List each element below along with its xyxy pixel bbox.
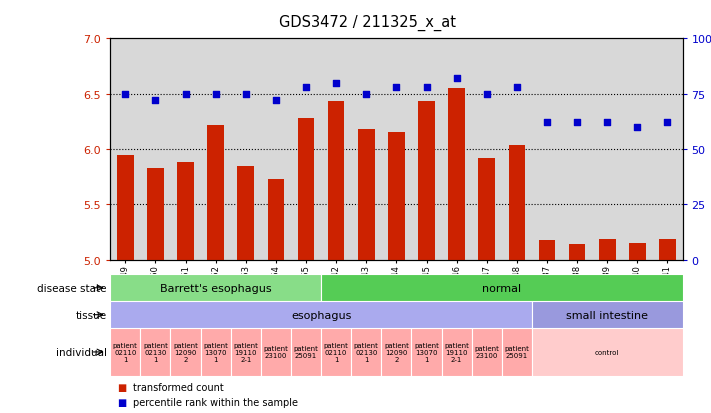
Bar xyxy=(237,166,254,260)
Bar xyxy=(388,133,405,260)
Bar xyxy=(267,180,284,260)
Bar xyxy=(629,244,646,260)
Text: patient
25091: patient 25091 xyxy=(504,346,529,358)
Bar xyxy=(110,328,140,376)
Text: normal: normal xyxy=(482,283,521,293)
Bar xyxy=(261,328,291,376)
Text: patient
13070
1: patient 13070 1 xyxy=(414,342,439,362)
Bar xyxy=(508,145,525,260)
Point xyxy=(602,120,613,126)
Point xyxy=(150,98,161,104)
Point xyxy=(119,91,131,98)
Bar xyxy=(110,301,532,328)
Point xyxy=(270,98,282,104)
Text: patient
12090
2: patient 12090 2 xyxy=(384,342,409,362)
Point xyxy=(631,124,643,131)
Bar xyxy=(321,275,683,301)
Text: small intestine: small intestine xyxy=(566,310,648,320)
Bar xyxy=(532,328,683,376)
Bar xyxy=(471,328,502,376)
Bar xyxy=(442,328,471,376)
Bar xyxy=(659,239,675,260)
Text: ■: ■ xyxy=(117,397,127,407)
Text: patient
19110
2-1: patient 19110 2-1 xyxy=(233,342,258,362)
Point xyxy=(421,85,432,91)
Text: GDS3472 / 211325_x_at: GDS3472 / 211325_x_at xyxy=(279,14,456,31)
Text: patient
12090
2: patient 12090 2 xyxy=(173,342,198,362)
Point xyxy=(331,80,342,87)
Point xyxy=(210,91,221,98)
Bar xyxy=(599,239,616,260)
Point xyxy=(360,91,372,98)
Bar xyxy=(171,328,201,376)
Text: patient
19110
2-1: patient 19110 2-1 xyxy=(444,342,469,362)
Text: patient
23100: patient 23100 xyxy=(264,346,289,358)
Point xyxy=(180,91,191,98)
Bar xyxy=(381,328,412,376)
Bar xyxy=(230,328,261,376)
Text: patient
02110
1: patient 02110 1 xyxy=(113,342,138,362)
Point xyxy=(240,91,252,98)
Bar xyxy=(208,126,224,260)
Text: patient
02110
1: patient 02110 1 xyxy=(324,342,348,362)
Point xyxy=(481,91,493,98)
Bar xyxy=(328,102,344,260)
Text: patient
25091: patient 25091 xyxy=(294,346,319,358)
Bar xyxy=(140,328,171,376)
Text: esophagus: esophagus xyxy=(291,310,351,320)
Point xyxy=(451,76,462,82)
Text: patient
23100: patient 23100 xyxy=(474,346,499,358)
Text: patient
02130
1: patient 02130 1 xyxy=(354,342,379,362)
Text: percentile rank within the sample: percentile rank within the sample xyxy=(133,397,298,407)
Point xyxy=(511,85,523,91)
Point xyxy=(572,120,583,126)
Text: Barrett's esophagus: Barrett's esophagus xyxy=(160,283,272,293)
Bar xyxy=(358,130,375,260)
Text: control: control xyxy=(595,349,619,355)
Text: tissue: tissue xyxy=(75,310,107,320)
Bar xyxy=(110,275,321,301)
Bar xyxy=(539,240,555,260)
Text: patient
13070
1: patient 13070 1 xyxy=(203,342,228,362)
Point xyxy=(300,85,311,91)
Point xyxy=(662,120,673,126)
Text: transformed count: transformed count xyxy=(133,382,224,392)
Bar xyxy=(298,119,314,260)
Text: individual: individual xyxy=(55,347,107,357)
Bar xyxy=(321,328,351,376)
Bar xyxy=(418,102,435,260)
Bar xyxy=(449,89,465,260)
Bar xyxy=(117,155,134,260)
Bar xyxy=(412,328,442,376)
Bar xyxy=(177,163,194,260)
Text: ■: ■ xyxy=(117,382,127,392)
Text: disease state: disease state xyxy=(37,283,107,293)
Point xyxy=(390,85,402,91)
Bar xyxy=(291,328,321,376)
Point xyxy=(541,120,552,126)
Bar xyxy=(201,328,230,376)
Bar xyxy=(351,328,381,376)
Text: patient
02130
1: patient 02130 1 xyxy=(143,342,168,362)
Bar xyxy=(147,169,164,260)
Bar xyxy=(532,301,683,328)
Bar xyxy=(502,328,532,376)
Bar xyxy=(479,159,495,260)
Bar xyxy=(569,245,585,260)
